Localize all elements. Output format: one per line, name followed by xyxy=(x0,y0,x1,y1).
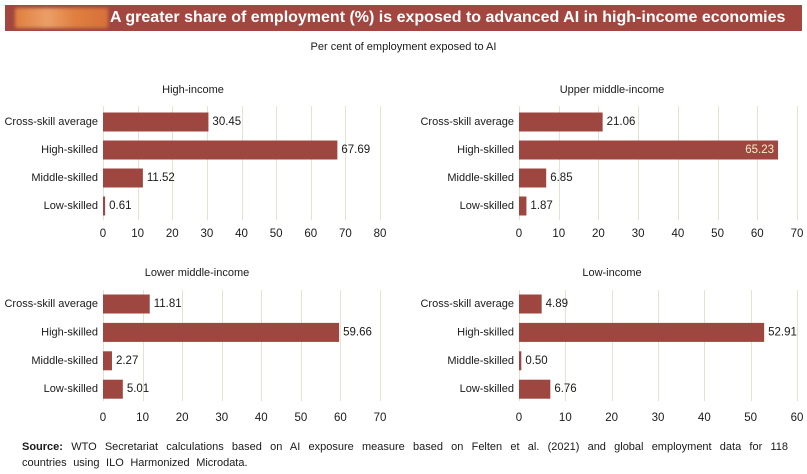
upper-middle-income-x-tick-label-50: 50 xyxy=(711,228,724,240)
upper-middle-income-value-label-middle-skilled: 6.85 xyxy=(550,172,572,184)
low-income-value-label-low-skilled: 6.76 xyxy=(554,383,576,395)
panel-low-income: Low-income 0 10 20 30 40 50 60 Cross-skill avera… xyxy=(420,267,803,424)
lower-middle-income-category-label-low-skilled: Low-skilled xyxy=(44,383,98,395)
high-income-bar-cross-skill-average xyxy=(103,112,209,132)
panel-lower-middle-income: Lower middle-income 0 10 20 30 40 50 60 70 Cross-… xyxy=(4,267,386,424)
low-income-category-label-cross-skill-average: Cross-skill average xyxy=(420,298,514,310)
high-income-x-tick-label-50: 50 xyxy=(270,228,283,240)
high-income-x-tick-label-60: 60 xyxy=(304,228,317,240)
low-income-x-tick-label-20: 20 xyxy=(605,412,618,424)
figure-subtitle: Per cent of employment exposed to AI xyxy=(310,41,497,53)
lower-middle-income-x-tick-label-70: 70 xyxy=(374,412,387,424)
lower-middle-income-x-tick-label-50: 50 xyxy=(294,412,307,424)
low-income-panel-title: Low-income xyxy=(582,267,641,279)
upper-middle-income-value-label-cross-skill-average: 21.06 xyxy=(607,116,636,128)
upper-middle-income-x-tick-label-10: 10 xyxy=(552,228,565,240)
low-income-bar-cross-skill-average xyxy=(519,294,542,314)
low-income-x-tick-label-60: 60 xyxy=(791,412,804,424)
lower-middle-income-x-tick-label-60: 60 xyxy=(334,412,347,424)
lower-middle-income-category-label-middle-skilled: Middle-skilled xyxy=(31,355,98,367)
lower-middle-income-value-label-high-skilled: 59.66 xyxy=(343,326,372,338)
upper-middle-income-x-tick-label-40: 40 xyxy=(671,228,684,240)
upper-middle-income-bar-middle-skilled xyxy=(519,168,547,188)
upper-middle-income-category-label-cross-skill-average: Cross-skill average xyxy=(420,116,514,128)
lower-middle-income-x-tick-label-30: 30 xyxy=(215,412,228,424)
lower-middle-income-bar-low-skilled xyxy=(103,379,123,399)
panel-upper-middle-income: Upper middle-income 0 10 20 30 40 50 60 70 Cross-… xyxy=(420,84,803,240)
high-income-x-tick-label-40: 40 xyxy=(235,228,248,240)
high-income-category-label-low-skilled: Low-skilled xyxy=(44,200,98,212)
lower-middle-income-value-label-low-skilled: 5.01 xyxy=(127,383,149,395)
low-income-x-tick-label-40: 40 xyxy=(698,412,711,424)
upper-middle-income-category-label-middle-skilled: Middle-skilled xyxy=(447,172,514,184)
low-income-category-label-high-skilled: High-skilled xyxy=(457,326,514,338)
high-income-x-tick-label-30: 30 xyxy=(200,228,213,240)
upper-middle-income-bar-high-skilled xyxy=(519,140,779,160)
low-income-bar-middle-skilled xyxy=(519,351,522,371)
high-income-bar-middle-skilled xyxy=(103,168,143,188)
source-text: WTO Secretariat calculations based on AI… xyxy=(22,441,789,469)
high-income-value-label-low-skilled: 0.61 xyxy=(109,200,131,212)
lower-middle-income-bar-middle-skilled xyxy=(103,351,112,371)
title-bar: A greater share of employment (%) is exp… xyxy=(5,5,802,31)
source-label: Source: xyxy=(22,441,63,453)
high-income-x-tick-label-80: 80 xyxy=(374,228,387,240)
high-income-x-tick-label-70: 70 xyxy=(339,228,352,240)
lower-middle-income-x-tick-label-0: 0 xyxy=(100,412,106,424)
low-income-x-tick-label-10: 10 xyxy=(559,412,572,424)
low-income-x-tick-label-0: 0 xyxy=(516,412,522,424)
lower-middle-income-category-label-high-skilled: High-skilled xyxy=(41,326,98,338)
upper-middle-income-bar-low-skilled xyxy=(519,196,527,216)
low-income-value-label-middle-skilled: 0.50 xyxy=(525,355,547,367)
high-income-bar-high-skilled xyxy=(103,140,338,160)
low-income-value-label-high-skilled: 52.91 xyxy=(768,326,797,338)
low-income-bar-low-skilled xyxy=(519,379,551,399)
low-income-bar-high-skilled xyxy=(519,322,765,342)
low-income-category-label-low-skilled: Low-skilled xyxy=(460,383,514,395)
high-income-bar-low-skilled xyxy=(103,196,106,216)
lower-middle-income-value-label-cross-skill-average: 11.81 xyxy=(154,298,182,310)
lower-middle-income-category-label-cross-skill-average: Cross-skill average xyxy=(4,298,98,310)
low-income-category-label-middle-skilled: Middle-skilled xyxy=(447,355,514,367)
upper-middle-income-category-label-high-skilled: High-skilled xyxy=(457,144,514,156)
source-note: Source: WTO Secretariat calculations bas… xyxy=(22,439,788,471)
panel-high-income: High-income 0 10 20 30 40 50 60 70 80 Cross-skill … xyxy=(4,84,386,240)
low-income-x-tick-label-50: 50 xyxy=(744,412,757,424)
lower-middle-income-bar-high-skilled xyxy=(103,322,340,342)
upper-middle-income-x-tick-label-60: 60 xyxy=(751,228,764,240)
upper-middle-income-x-tick-label-70: 70 xyxy=(791,228,804,240)
high-income-x-tick-label-20: 20 xyxy=(166,228,179,240)
high-income-value-label-cross-skill-average: 30.45 xyxy=(212,116,241,128)
high-income-x-tick-label-10: 10 xyxy=(131,228,144,240)
high-income-value-label-high-skilled: 67.69 xyxy=(341,144,370,156)
low-income-x-tick-label-30: 30 xyxy=(652,412,665,424)
lower-middle-income-x-tick-label-20: 20 xyxy=(176,412,189,424)
lower-middle-income-x-tick-label-40: 40 xyxy=(255,412,268,424)
high-income-value-label-middle-skilled: 11.52 xyxy=(147,172,175,184)
upper-middle-income-value-label-high-skilled: 65.23 xyxy=(745,144,774,156)
lower-middle-income-panel-title: Lower middle-income xyxy=(145,267,250,279)
lower-middle-income-bar-cross-skill-average xyxy=(103,294,150,314)
upper-middle-income-x-tick-label-30: 30 xyxy=(632,228,645,240)
figure-title: A greater share of employment (%) is exp… xyxy=(110,9,786,26)
upper-middle-income-value-label-low-skilled: 1.87 xyxy=(530,200,552,212)
blurred-label-block xyxy=(15,8,108,28)
upper-middle-income-x-tick-label-20: 20 xyxy=(592,228,605,240)
high-income-category-label-cross-skill-average: Cross-skill average xyxy=(4,116,98,128)
upper-middle-income-category-label-low-skilled: Low-skilled xyxy=(460,200,514,212)
lower-middle-income-value-label-middle-skilled: 2.27 xyxy=(116,355,138,367)
upper-middle-income-bar-cross-skill-average xyxy=(519,112,603,132)
upper-middle-income-panel-title: Upper middle-income xyxy=(560,84,665,96)
high-income-category-label-high-skilled: High-skilled xyxy=(41,144,98,156)
high-income-category-label-middle-skilled: Middle-skilled xyxy=(31,172,98,184)
lower-middle-income-x-tick-label-10: 10 xyxy=(136,412,149,424)
low-income-value-label-cross-skill-average: 4.89 xyxy=(546,298,568,310)
high-income-panel-title: High-income xyxy=(162,84,224,96)
high-income-x-tick-label-0: 0 xyxy=(100,228,106,240)
upper-middle-income-x-tick-label-0: 0 xyxy=(516,228,522,240)
